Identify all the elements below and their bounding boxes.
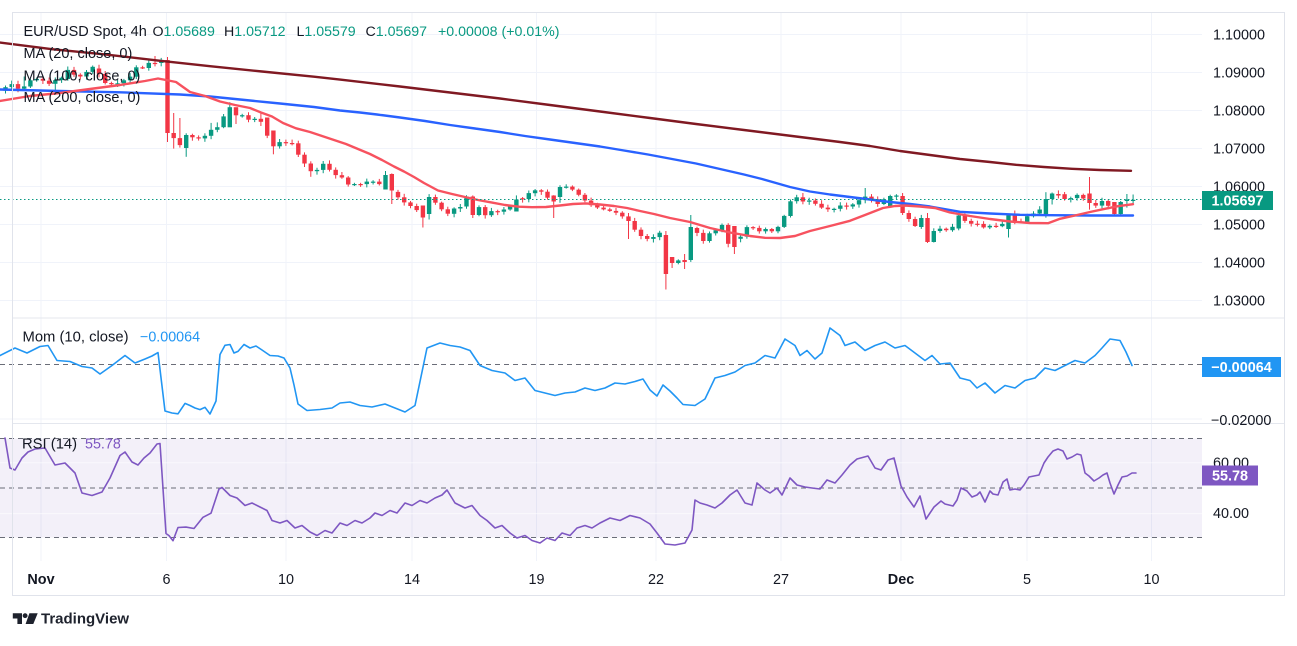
svg-text:Nov: Nov: [27, 572, 54, 588]
svg-text:19: 19: [528, 572, 544, 588]
svg-text:1.07000: 1.07000: [1213, 142, 1265, 158]
svg-text:−0.02000: −0.02000: [1211, 413, 1271, 429]
svg-text:MA (20, close, 0): MA (20, close, 0): [24, 46, 133, 62]
svg-text:MA (200, close, 0): MA (200, close, 0): [24, 90, 141, 106]
svg-text:Mom (10, close): Mom (10, close): [23, 330, 129, 346]
svg-text:1.09000: 1.09000: [1213, 66, 1265, 82]
svg-text:EUR/USD Spot, 4h: EUR/USD Spot, 4h: [24, 24, 147, 40]
svg-text:1.05697: 1.05697: [1211, 194, 1263, 210]
svg-text:1.03000: 1.03000: [1213, 294, 1265, 310]
svg-text:−0.00064: −0.00064: [1211, 360, 1271, 376]
svg-text:5: 5: [1023, 572, 1031, 588]
svg-text:6: 6: [162, 572, 170, 588]
svg-text:RSI (14): RSI (14): [22, 437, 77, 453]
svg-text:55.78: 55.78: [1212, 469, 1248, 485]
svg-text:−0.00064: −0.00064: [140, 330, 200, 346]
svg-text:22: 22: [648, 572, 664, 588]
svg-text:10: 10: [278, 572, 294, 588]
svg-text:14: 14: [404, 572, 420, 588]
svg-text:O1.05689: O1.05689: [153, 24, 215, 40]
svg-text:MA (100, close, 0): MA (100, close, 0): [24, 69, 141, 85]
svg-text:1.10000: 1.10000: [1213, 28, 1265, 44]
svg-text:1.08000: 1.08000: [1213, 104, 1265, 120]
svg-text:L1.05579: L1.05579: [297, 24, 356, 40]
svg-text:40.00: 40.00: [1213, 506, 1249, 522]
svg-text:27: 27: [773, 572, 789, 588]
svg-text:10: 10: [1143, 572, 1159, 588]
svg-text:TradingView: TradingView: [41, 611, 129, 628]
svg-text:1.05000: 1.05000: [1213, 218, 1265, 234]
svg-text:55.78: 55.78: [85, 437, 121, 453]
svg-text:C1.05697: C1.05697: [366, 24, 428, 40]
svg-text:1.04000: 1.04000: [1213, 256, 1265, 272]
svg-text:+0.00008 (+0.01%): +0.00008 (+0.01%): [438, 24, 559, 40]
svg-text:Dec: Dec: [888, 572, 914, 588]
svg-text:H1.05712: H1.05712: [224, 24, 286, 40]
